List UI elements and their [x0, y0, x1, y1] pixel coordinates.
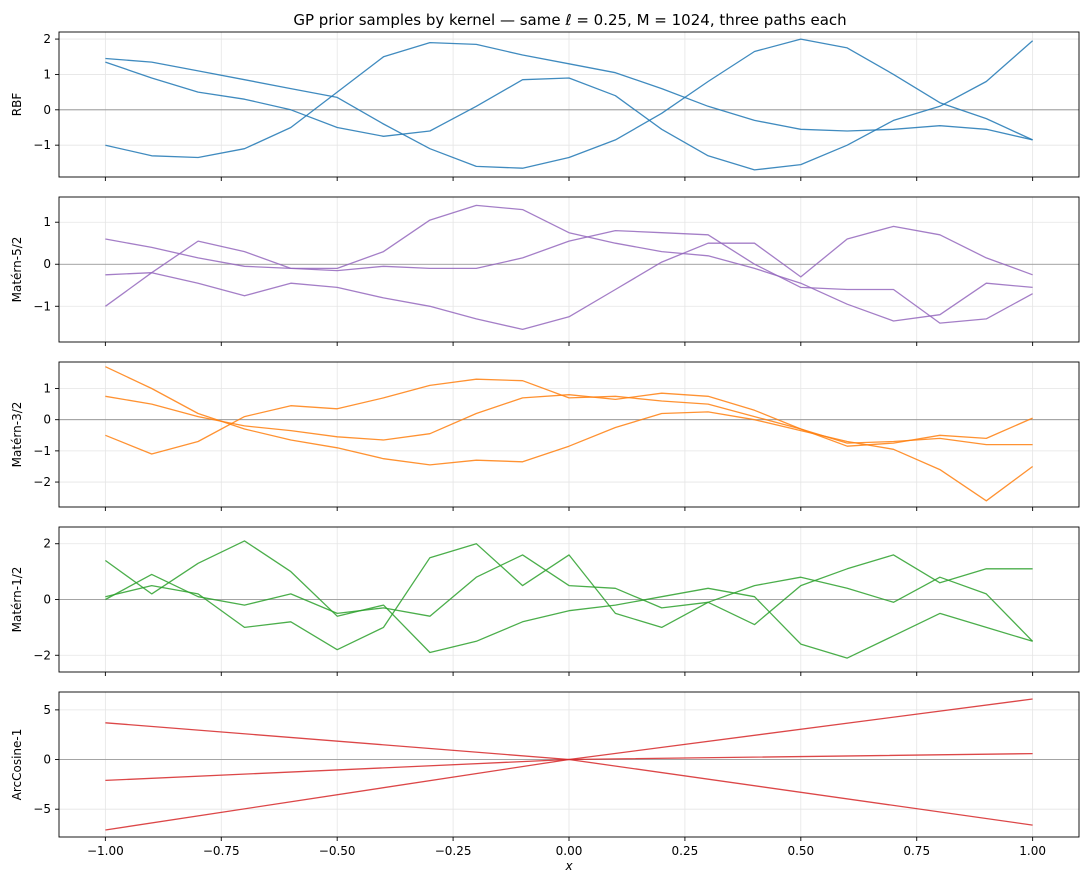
y-tick-label: −1 — [33, 444, 51, 458]
series-line-1 — [105, 540, 1033, 659]
y-tick-label: 2 — [43, 32, 51, 46]
y-tick-label: 0 — [43, 753, 51, 767]
x-tick-label: 0.00 — [556, 844, 583, 858]
y-axis-label: RBF — [10, 93, 24, 117]
series-line-3 — [105, 378, 1033, 455]
series-line-3 — [105, 40, 1034, 171]
series-line-2 — [105, 543, 1033, 651]
x-tick-label: 0.25 — [672, 844, 699, 858]
series-line-3 — [105, 554, 1034, 642]
series-line-2 — [105, 38, 1033, 169]
y-tick-label: 0 — [43, 413, 51, 427]
y-tick-label: 1 — [43, 67, 51, 81]
y-axis-label: Matérn-3/2 — [10, 402, 24, 468]
panel-2: −2 −1 0 1 Matérn-3/2 — [10, 361, 1080, 511]
x-tick-label: 0.75 — [903, 844, 930, 858]
y-tick-label: −1 — [33, 299, 51, 313]
series-line-1 — [105, 41, 1033, 159]
x-axis-label: x — [564, 859, 573, 873]
y-tick-label: 0 — [43, 257, 51, 271]
x-tick-label: −0.75 — [203, 844, 240, 858]
figure-title: GP prior samples by kernel — same ℓ = 0.… — [293, 11, 846, 29]
panel-4: −5 0 5 −1.00 −0.75 −0.50 −0.25 0.00 0.25 0.50 0.75… — [10, 691, 1080, 873]
y-tick-label: 0 — [43, 103, 51, 117]
y-tick-label: −2 — [33, 648, 51, 662]
series-line-2 — [105, 392, 1033, 446]
x-tick-label: −0.25 — [435, 844, 472, 858]
y-tick-label: 5 — [43, 703, 51, 717]
y-tick-label: −1 — [33, 138, 51, 152]
chart-panels: −1012RBF−101Matérn-5/2−2−101Matérn-3/2−2… — [10, 31, 1080, 873]
series-line-1 — [105, 366, 1033, 502]
y-tick-label: 2 — [43, 537, 51, 551]
y-tick-label: 1 — [43, 382, 51, 396]
series-line-1 — [105, 204, 1033, 322]
y-axis-label: Matérn-1/2 — [10, 567, 24, 633]
series-line-2 — [105, 229, 1033, 324]
y-tick-label: 1 — [43, 215, 51, 229]
panel-1: −1 0 1 Matérn-5/2 — [10, 196, 1080, 346]
y-tick-label: −5 — [33, 802, 51, 816]
x-tick-label: 0.50 — [787, 844, 814, 858]
panel-3: −2 0 2 Matérn-1/2 — [10, 526, 1080, 676]
y-axis-label: Matérn-5/2 — [10, 237, 24, 303]
series-line-3 — [105, 225, 1033, 331]
panel-0: −1 0 1 2 RBF — [10, 31, 1080, 181]
x-tick-label: −0.50 — [319, 844, 356, 858]
x-tick-label: −1.00 — [87, 844, 124, 858]
series-line-3 — [105, 698, 1033, 831]
y-axis-label: ArcCosine-1 — [10, 729, 24, 801]
y-tick-label: −2 — [33, 475, 51, 489]
x-tick-label: 1.00 — [1019, 844, 1046, 858]
y-tick-label: 0 — [43, 593, 51, 607]
